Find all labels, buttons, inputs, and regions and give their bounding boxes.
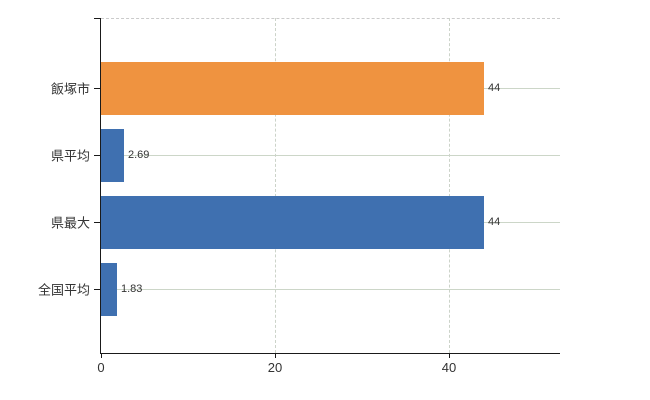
x-axis-tick-label: 20 bbox=[267, 360, 283, 375]
plot-top-border bbox=[101, 18, 560, 19]
category-label: 県最大 bbox=[50, 215, 90, 231]
x-axis-tick bbox=[101, 353, 102, 358]
category-label: 飯塚市 bbox=[50, 81, 90, 97]
bar-series bbox=[101, 195, 484, 249]
bar-value-label: 2.69 bbox=[128, 149, 150, 161]
y-axis-tick bbox=[94, 155, 101, 156]
x-axis bbox=[100, 353, 560, 354]
bar-value-label: 1.83 bbox=[121, 283, 143, 295]
category-label: 全国平均 bbox=[37, 282, 90, 298]
gridline-horizontal bbox=[101, 155, 560, 156]
x-axis-tick bbox=[449, 353, 450, 358]
bar-series bbox=[101, 262, 117, 316]
y-axis-tick bbox=[94, 222, 101, 223]
x-axis-tick-label: 40 bbox=[441, 360, 457, 375]
category-label: 県平均 bbox=[50, 148, 90, 164]
bar-series bbox=[101, 128, 124, 182]
y-axis-top-cap bbox=[94, 18, 101, 19]
y-axis-tick bbox=[94, 88, 101, 89]
y-axis-tick bbox=[94, 289, 101, 290]
y-axis bbox=[100, 18, 101, 354]
bar-city bbox=[101, 61, 484, 115]
bar-value-label: 44 bbox=[488, 82, 501, 94]
gridline-vertical bbox=[275, 18, 276, 353]
x-axis-tick bbox=[275, 353, 276, 358]
bar-value-label: 44 bbox=[488, 216, 501, 228]
x-axis-tick-label: 0 bbox=[97, 360, 105, 375]
gridline-horizontal bbox=[101, 289, 560, 290]
gridline-vertical bbox=[449, 18, 450, 353]
